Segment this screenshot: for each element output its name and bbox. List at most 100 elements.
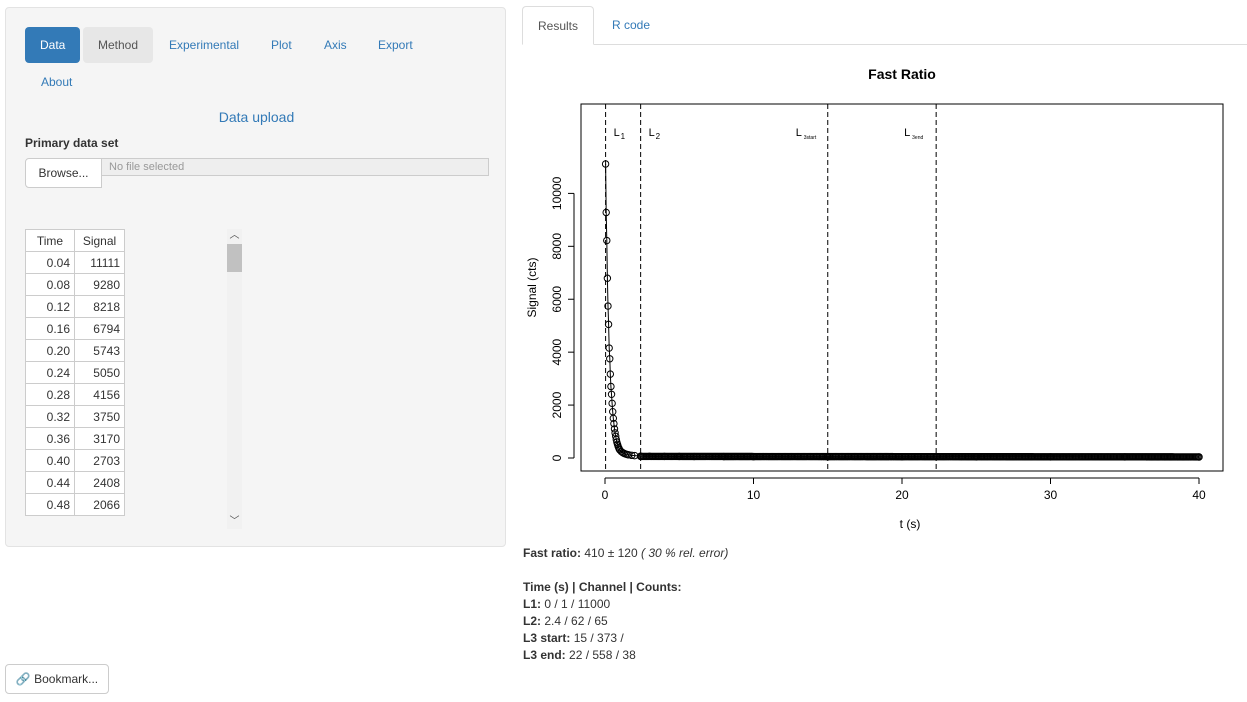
result-row-l1: L1: 0 / 1 / 11000 <box>523 597 611 611</box>
cell-signal: 3170 <box>74 427 125 450</box>
marker-label-sub: 1 <box>621 132 626 141</box>
sidebar-panel: Data Method Experimental Plot Axis Expor… <box>5 7 506 547</box>
data-point <box>608 399 616 408</box>
data-point <box>1195 453 1203 461</box>
scroll-up-icon[interactable]: ︿ <box>229 230 240 241</box>
data-point <box>610 419 618 428</box>
chart-title: Fast Ratio <box>868 66 936 82</box>
data-point <box>612 435 620 444</box>
table-scrollbar-thumb[interactable] <box>227 244 242 272</box>
cell-signal: 8218 <box>74 295 125 318</box>
table-row[interactable]: 0.24 5050 <box>25 361 125 384</box>
bookmark-label: Bookmark... <box>34 672 99 686</box>
y-tick-label: 8000 <box>550 233 564 260</box>
data-point <box>603 274 612 282</box>
cell-time: 0.28 <box>25 383 75 406</box>
table-row[interactable]: 0.04 11111 <box>25 251 125 274</box>
result-row-l2: L2: 2.4 / 62 / 65 <box>523 614 608 628</box>
fast-ratio-label: Fast ratio: <box>523 546 582 560</box>
tab-results[interactable]: Results <box>522 6 595 45</box>
bookmark-button[interactable]: 🔗 Bookmark... <box>5 664 109 694</box>
tab-export[interactable]: Export <box>378 38 413 52</box>
data-point <box>606 370 615 378</box>
cell-time: 0.40 <box>25 449 75 472</box>
results-summary: Fast ratio: 410 ± 120 ( 30 % rel. error)… <box>523 545 728 664</box>
y-tick-label: 6000 <box>550 286 564 313</box>
link-icon: 🔗 <box>15 672 31 686</box>
marker-label: L <box>796 127 802 139</box>
primary-data-label: Primary data set <box>25 136 119 150</box>
scroll-down-icon[interactable]: ﹀ <box>229 516 240 527</box>
table-row[interactable]: 0.40 2703 <box>25 449 125 472</box>
data-table-container[interactable]: Time Signal 0.04 11111 0.08 9280 0.12 8218 0.1… <box>25 229 243 529</box>
y-tick-label: 10000 <box>550 176 564 210</box>
table-row[interactable]: 0.12 8218 <box>25 295 125 318</box>
table-row[interactable]: 0.44 2408 <box>25 471 125 494</box>
results-header: Time (s) | Channel | Counts: <box>523 580 682 594</box>
table-row[interactable]: 0.28 4156 <box>25 383 125 406</box>
file-name-field[interactable]: No file selected <box>101 158 489 176</box>
cell-time: 0.48 <box>25 493 75 516</box>
x-axis-label: t (s) <box>900 517 921 531</box>
table-row[interactable]: 0.32 3750 <box>25 405 125 428</box>
cell-time: 0.20 <box>25 339 75 362</box>
column-header-time[interactable]: Time <box>25 229 75 252</box>
y-tick-label: 4000 <box>550 338 564 365</box>
main-tabs: Results R code <box>522 6 1247 45</box>
cell-signal: 6794 <box>74 317 125 340</box>
fast-ratio-value: 410 ± 120 <box>584 546 638 560</box>
tab-experimental[interactable]: Experimental <box>169 38 240 52</box>
upload-title: Data upload <box>218 109 295 125</box>
marker-label-sub: 2 <box>656 132 661 141</box>
data-point <box>628 451 636 460</box>
tab-data[interactable]: Data <box>25 27 81 63</box>
column-header-signal[interactable]: Signal <box>74 229 125 252</box>
table-row[interactable]: 0.20 5743 <box>25 339 125 362</box>
fast-ratio-line: Fast ratio: 410 ± 120 ( 30 % rel. error) <box>523 545 728 562</box>
data-table: Time Signal 0.04 11111 0.08 9280 0.12 8218 0.1… <box>25 229 125 516</box>
fast-ratio-error: ( 30 % rel. error) <box>641 546 729 560</box>
browse-button[interactable]: Browse... <box>25 158 102 188</box>
data-point <box>607 382 615 391</box>
cell-time: 0.24 <box>25 361 75 384</box>
y-tick-label: 0 <box>550 454 564 461</box>
cell-time: 0.08 <box>25 273 75 296</box>
cell-time: 0.36 <box>25 427 75 450</box>
cell-time: 0.32 <box>25 405 75 428</box>
data-point <box>603 236 611 245</box>
data-point <box>606 355 614 363</box>
tab-axis[interactable]: Axis <box>324 38 347 52</box>
x-tick-label: 20 <box>895 488 909 502</box>
cell-signal: 2066 <box>74 493 125 516</box>
table-row[interactable]: 0.36 3170 <box>25 427 125 450</box>
marker-label-sub: 3start <box>804 135 817 141</box>
result-row-l3-end: L3 end: 22 / 558 / 38 <box>523 648 636 662</box>
data-point <box>604 302 612 310</box>
cell-signal: 9280 <box>74 273 125 296</box>
plot-frame <box>580 103 1224 472</box>
table-row[interactable]: 0.48 2066 <box>25 493 125 516</box>
table-row[interactable]: 0.16 6794 <box>25 317 125 340</box>
y-axis-label: Signal (cts) <box>525 257 539 317</box>
tab-about[interactable]: About <box>41 75 73 89</box>
data-point <box>609 414 618 423</box>
cell-time: 0.44 <box>25 471 75 494</box>
x-tick-label: 40 <box>1192 488 1206 502</box>
cell-signal: 11111 <box>74 251 125 274</box>
fit-curve <box>605 163 1199 458</box>
data-point <box>602 208 610 217</box>
table-scrollbar[interactable] <box>227 229 242 529</box>
data-point <box>610 425 619 433</box>
result-row-l3-start: L3 start: 15 / 373 / <box>523 631 624 645</box>
cell-signal: 5050 <box>74 361 125 384</box>
x-tick-label: 30 <box>1044 488 1058 502</box>
tab-r-code[interactable]: R code <box>612 18 651 32</box>
table-row[interactable]: 0.08 9280 <box>25 273 125 296</box>
cell-time: 0.16 <box>25 317 75 340</box>
tab-plot[interactable]: Plot <box>271 38 292 52</box>
cell-signal: 2703 <box>74 449 125 472</box>
marker-label-sub: 3end <box>912 135 923 141</box>
marker-label: L <box>649 127 655 139</box>
tab-method[interactable]: Method <box>83 27 154 63</box>
cell-signal: 5743 <box>74 339 125 362</box>
